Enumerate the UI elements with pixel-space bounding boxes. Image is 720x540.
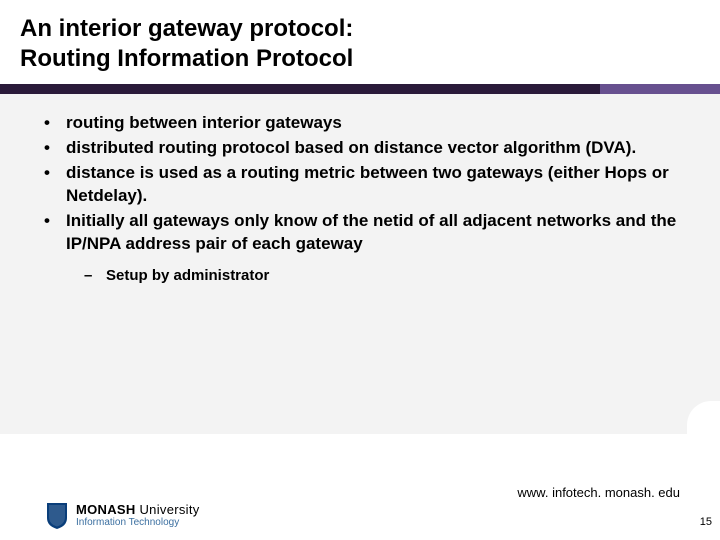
bullet-item: distributed routing protocol based on di… [44, 137, 690, 160]
slide: An interior gateway protocol: Routing In… [0, 0, 720, 540]
logo-subline: Information Technology [76, 518, 200, 529]
bar-accent [600, 84, 720, 94]
bullet-item: distance is used as a routing metric bet… [44, 162, 690, 208]
logo-block: MONASH University Information Technology [46, 502, 200, 530]
bar-dark [0, 84, 600, 94]
shield-icon [46, 502, 68, 530]
sub-bullet-item: Setup by administrator [84, 266, 690, 286]
divider-bars [0, 84, 720, 94]
page-number: 15 [700, 516, 712, 528]
content-area: routing between interior gateways distri… [0, 94, 720, 434]
logo-text: MONASH University Information Technology [76, 503, 200, 528]
title-block: An interior gateway protocol: Routing In… [0, 0, 720, 84]
logo-brand-rest: University [136, 502, 200, 517]
title-line-2: Routing Information Protocol [20, 44, 700, 74]
bullet-list: routing between interior gateways distri… [30, 112, 690, 256]
bullet-item: routing between interior gateways [44, 112, 690, 135]
bullet-item: Initially all gateways only know of the … [44, 210, 690, 256]
sub-bullet-list: Setup by administrator [30, 266, 690, 286]
logo-brand-bold: MONASH [76, 502, 136, 517]
logo-main: MONASH University [76, 503, 200, 517]
footer-url: www. infotech. monash. edu [517, 485, 680, 500]
title-line-1: An interior gateway protocol: [20, 14, 700, 44]
footer: MONASH University Information Technology… [0, 468, 720, 540]
